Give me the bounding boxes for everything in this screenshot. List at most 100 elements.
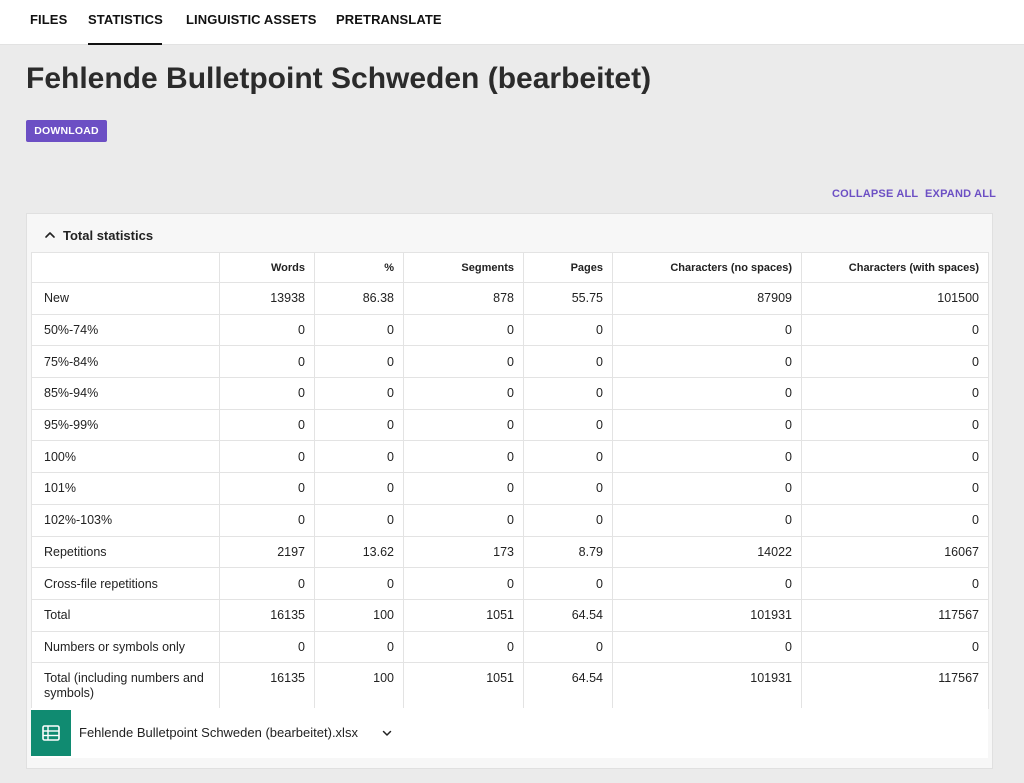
table-cell: 0 [314, 377, 404, 410]
table-cell: 173 [403, 535, 524, 569]
total-statistics-header[interactable]: Total statistics [31, 218, 988, 252]
spreadsheet-icon [31, 710, 71, 756]
chevron-down-icon[interactable] [381, 727, 393, 739]
table-cell: 0 [612, 440, 802, 474]
section-title: Total statistics [63, 228, 154, 243]
page-title: Fehlende Bulletpoint Schweden (bearbeite… [26, 62, 652, 95]
table-cell: 0 [801, 440, 989, 474]
table-row: 101% 0 0 0 0 0 0 [31, 472, 989, 505]
table-cell: 0 [523, 313, 613, 347]
table-cell: 0 [314, 345, 404, 379]
table-cell: 0 [801, 567, 989, 600]
table-cell: 0 [612, 630, 802, 664]
table-row: Total (including numbers and symbols) 161… [31, 662, 989, 710]
table-cell: 0 [219, 377, 315, 410]
collapse-all-button[interactable]: COLLAPSE ALL [832, 188, 919, 200]
table-cell: 0 [219, 503, 315, 537]
table-cell: 55.75 [523, 282, 613, 315]
table-header-row: Words % Segments Pages Characters (no sp… [31, 252, 989, 283]
table-cell: 0 [523, 408, 613, 442]
table-row: Repetitions 2197 13.62 173 8.79 14022 16067 [31, 535, 989, 569]
table-cell: 0 [523, 345, 613, 379]
table-cell: 86.38 [314, 282, 404, 315]
table-cell: 0 [219, 440, 315, 474]
table-cell: 0 [612, 408, 802, 442]
table-cell: 0 [403, 567, 524, 600]
table-cell: 0 [403, 472, 524, 505]
row-label: Total [31, 598, 220, 632]
column-header-words: Words [219, 252, 315, 283]
column-header-pages: Pages [523, 252, 613, 283]
table-cell: 0 [523, 503, 613, 537]
row-label: 50%-74% [31, 313, 220, 347]
table-cell: 0 [612, 567, 802, 600]
table-cell: 0 [219, 313, 315, 347]
tab-pretranslate[interactable]: PRETRANSLATE [336, 12, 442, 27]
table-row: 50%-74% 0 0 0 0 0 0 [31, 313, 989, 347]
table-cell: 0 [523, 440, 613, 474]
table-cell: 100 [314, 662, 404, 710]
table-cell: 0 [801, 630, 989, 664]
table-cell: 0 [801, 377, 989, 410]
table-cell: 0 [314, 440, 404, 474]
table-cell: 100 [314, 598, 404, 632]
tab-statistics[interactable]: STATISTICS [88, 0, 163, 45]
table-row: 85%-94% 0 0 0 0 0 0 [31, 377, 989, 410]
table-row: 100% 0 0 0 0 0 0 [31, 440, 989, 474]
table-cell: 0 [801, 313, 989, 347]
table-cell: 0 [523, 567, 613, 600]
table-row: 102%-103% 0 0 0 0 0 0 [31, 503, 989, 537]
table-cell: 0 [314, 313, 404, 347]
table-cell: 0 [523, 377, 613, 410]
table-cell: 13938 [219, 282, 315, 315]
table-cell: 0 [612, 377, 802, 410]
column-header-characters-no-spaces: Characters (no spaces) [612, 252, 802, 283]
table-row: 95%-99% 0 0 0 0 0 0 [31, 408, 989, 442]
table-cell: 0 [219, 630, 315, 664]
expand-all-button[interactable]: EXPAND ALL [925, 188, 997, 200]
table-cell: 0 [612, 345, 802, 379]
table-cell: 0 [403, 313, 524, 347]
table-row: 75%-84% 0 0 0 0 0 0 [31, 345, 989, 379]
row-label: 85%-94% [31, 377, 220, 410]
statistics-table: Words % Segments Pages Characters (no sp… [31, 252, 989, 710]
file-row[interactable]: Fehlende Bulletpoint Schweden (bearbeite… [31, 708, 988, 758]
table-cell: 0 [801, 345, 989, 379]
table-cell: 0 [403, 440, 524, 474]
row-label: 95%-99% [31, 408, 220, 442]
tab-linguistic-assets[interactable]: LINGUISTIC ASSETS [186, 12, 317, 27]
table-cell: 16067 [801, 535, 989, 569]
table-cell: 0 [219, 345, 315, 379]
row-label: Repetitions [31, 535, 220, 569]
table-cell: 878 [403, 282, 524, 315]
table-cell: 13.62 [314, 535, 404, 569]
row-label: 102%-103% [31, 503, 220, 537]
table-cell: 0 [801, 472, 989, 505]
table-cell: 64.54 [523, 598, 613, 632]
row-label: Numbers or symbols only [31, 630, 220, 664]
column-header-percent: % [314, 252, 404, 283]
table-cell: 0 [219, 472, 315, 505]
table-cell: 0 [314, 472, 404, 505]
tab-files[interactable]: FILES [30, 12, 68, 27]
table-cell: 0 [403, 503, 524, 537]
table-cell: 1051 [403, 662, 524, 710]
row-label: Cross-file repetitions [31, 567, 220, 600]
row-label: 101% [31, 472, 220, 505]
chevron-up-icon[interactable] [43, 228, 57, 242]
table-cell: 0 [403, 345, 524, 379]
table-cell: 0 [314, 630, 404, 664]
row-label: 100% [31, 440, 220, 474]
table-cell: 0 [403, 408, 524, 442]
table-cell: 0 [314, 567, 404, 600]
table-cell: 101931 [612, 598, 802, 632]
table-cell: 16135 [219, 598, 315, 632]
table-row: New 13938 86.38 878 55.75 87909 101500 [31, 282, 989, 315]
table-cell: 101931 [612, 662, 802, 710]
table-cell: 0 [612, 503, 802, 537]
table-cell: 0 [801, 503, 989, 537]
column-header-segments: Segments [403, 252, 524, 283]
download-button[interactable]: DOWNLOAD [26, 120, 107, 142]
table-cell: 0 [801, 408, 989, 442]
row-label: Total (including numbers and symbols) [31, 662, 220, 710]
